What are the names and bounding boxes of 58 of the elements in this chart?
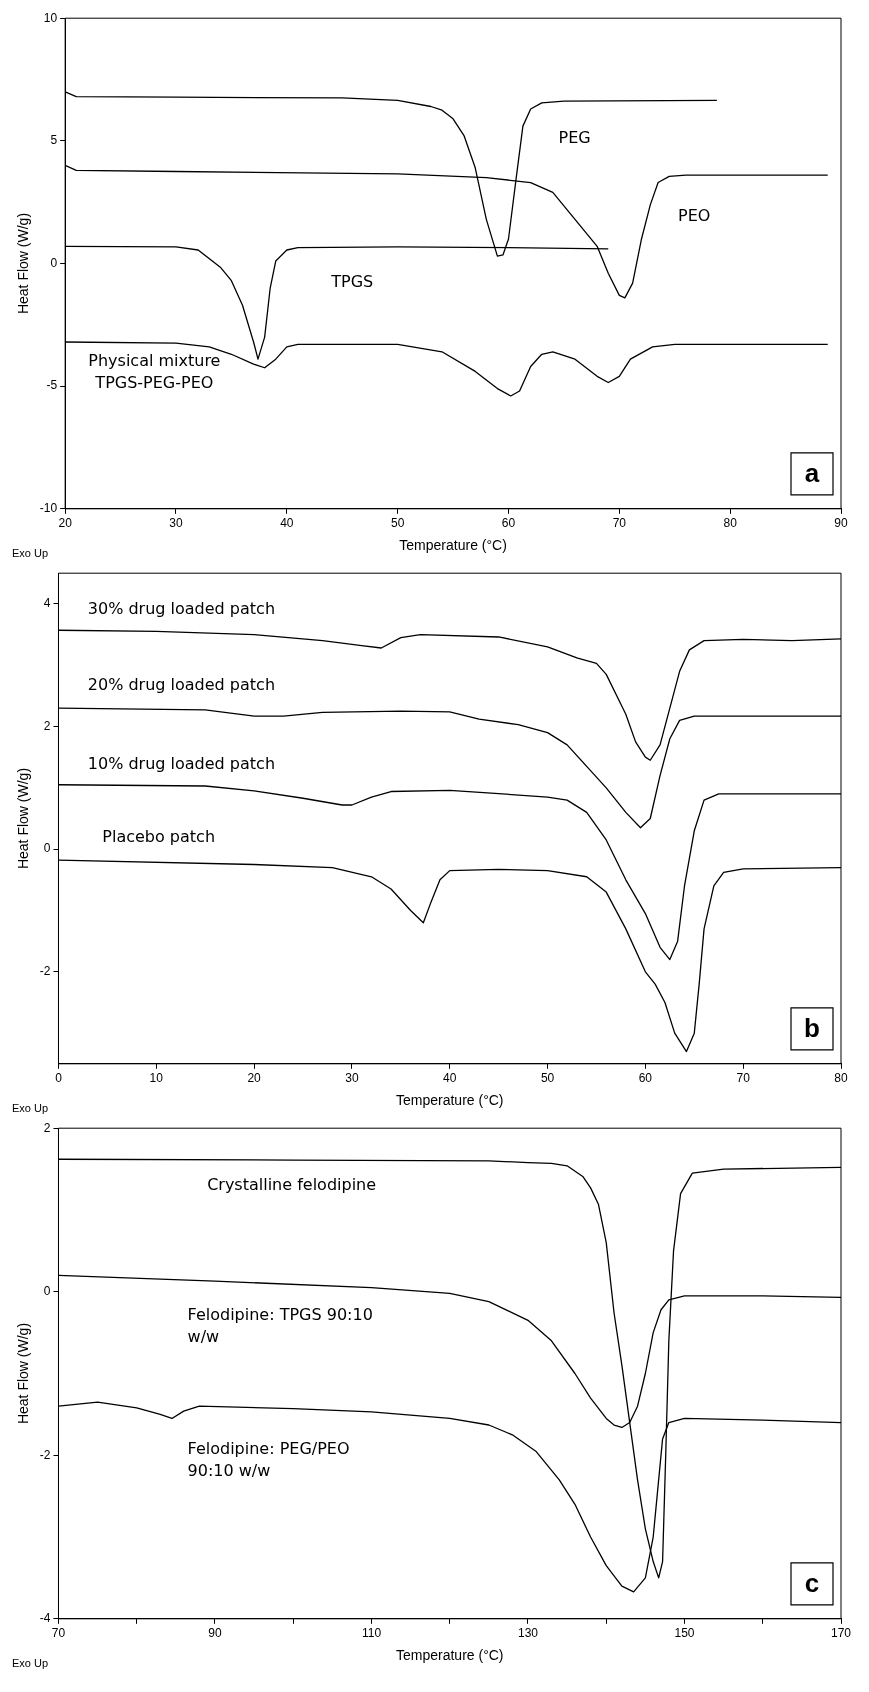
x-tick-label: 90 bbox=[208, 1626, 222, 1641]
y-tick-label: 2 bbox=[43, 1120, 51, 1135]
x-tick-label: 80 bbox=[834, 1071, 848, 1086]
annotation: a bbox=[804, 457, 820, 488]
x-tick-label: 70 bbox=[51, 1626, 66, 1641]
x-tick-label: 70 bbox=[612, 516, 627, 531]
y-axis-title: Heat Flow (W/g) bbox=[15, 767, 32, 870]
series-label: Crystalline felodipine bbox=[207, 1174, 377, 1194]
y-tick-label: 0 bbox=[50, 255, 58, 270]
series-label: Felodipine: TPGS 90:10 w/w bbox=[187, 1304, 373, 1346]
y-tick-label: -2 bbox=[39, 1447, 51, 1462]
x-tick-label: 10 bbox=[149, 1071, 164, 1086]
x-tick-label: 40 bbox=[443, 1071, 457, 1086]
x-tick-label: 80 bbox=[723, 516, 738, 531]
annotation: b bbox=[804, 1012, 820, 1043]
series-label: Placebo patch bbox=[102, 827, 216, 847]
x-tick-label: 150 bbox=[674, 1626, 695, 1641]
x-tick-label: 20 bbox=[58, 516, 73, 531]
x-tick-label: 50 bbox=[540, 1071, 555, 1086]
series-label: Physical mixture TPGS-PEG-PEO bbox=[88, 350, 221, 392]
y-tick-label: 4 bbox=[43, 596, 51, 611]
annotation: c bbox=[804, 1567, 820, 1598]
y-tick-label: 10 bbox=[43, 10, 58, 25]
x-tick-label: 110 bbox=[361, 1626, 382, 1641]
x-axis-title: Temperature (°C) bbox=[395, 1647, 504, 1664]
y-axis-title: Heat Flow (W/g) bbox=[15, 212, 32, 315]
text: Exo Up bbox=[12, 546, 49, 559]
y-tick-label: 2 bbox=[43, 718, 51, 733]
x-tick-label: 130 bbox=[517, 1626, 539, 1641]
series-label: TPGS bbox=[330, 272, 374, 292]
x-axis-title: Temperature (°C) bbox=[395, 1092, 504, 1109]
text: Exo Up bbox=[12, 1656, 49, 1669]
x-tick-label: 20 bbox=[247, 1071, 262, 1086]
y-tick-label: -4 bbox=[39, 1611, 51, 1626]
x-tick-label: 90 bbox=[834, 516, 848, 531]
y-tick-label: 0 bbox=[43, 1284, 51, 1299]
y-tick-label: -10 bbox=[39, 501, 58, 516]
y-tick-label: 0 bbox=[43, 841, 51, 856]
series-label: 30% drug loaded patch bbox=[87, 599, 276, 619]
x-tick-label: 60 bbox=[638, 1071, 653, 1086]
x-tick-label: 70 bbox=[736, 1071, 751, 1086]
x-tick-label: 30 bbox=[169, 516, 183, 531]
series-label: 20% drug loaded patch bbox=[87, 675, 276, 695]
x-tick-label: 40 bbox=[280, 516, 294, 531]
x-tick-label: 50 bbox=[390, 516, 405, 531]
series-label: 10% drug loaded patch bbox=[87, 753, 276, 773]
y-tick-label: -2 bbox=[39, 964, 51, 979]
series-label: PEO bbox=[678, 206, 711, 226]
series-label: PEG bbox=[558, 127, 591, 147]
x-axis-title: Temperature (°C) bbox=[399, 537, 507, 554]
y-tick-label: 5 bbox=[50, 133, 58, 148]
x-tick-label: 60 bbox=[501, 516, 516, 531]
series-label: Felodipine: PEG/PEO 90:10 w/w bbox=[187, 1438, 350, 1480]
x-tick-label: 30 bbox=[345, 1071, 359, 1086]
x-tick-label: 170 bbox=[830, 1626, 852, 1641]
text: Exo Up bbox=[12, 1101, 49, 1114]
y-tick-label: -5 bbox=[46, 378, 58, 393]
y-axis-title: Heat Flow (W/g) bbox=[15, 1322, 32, 1425]
